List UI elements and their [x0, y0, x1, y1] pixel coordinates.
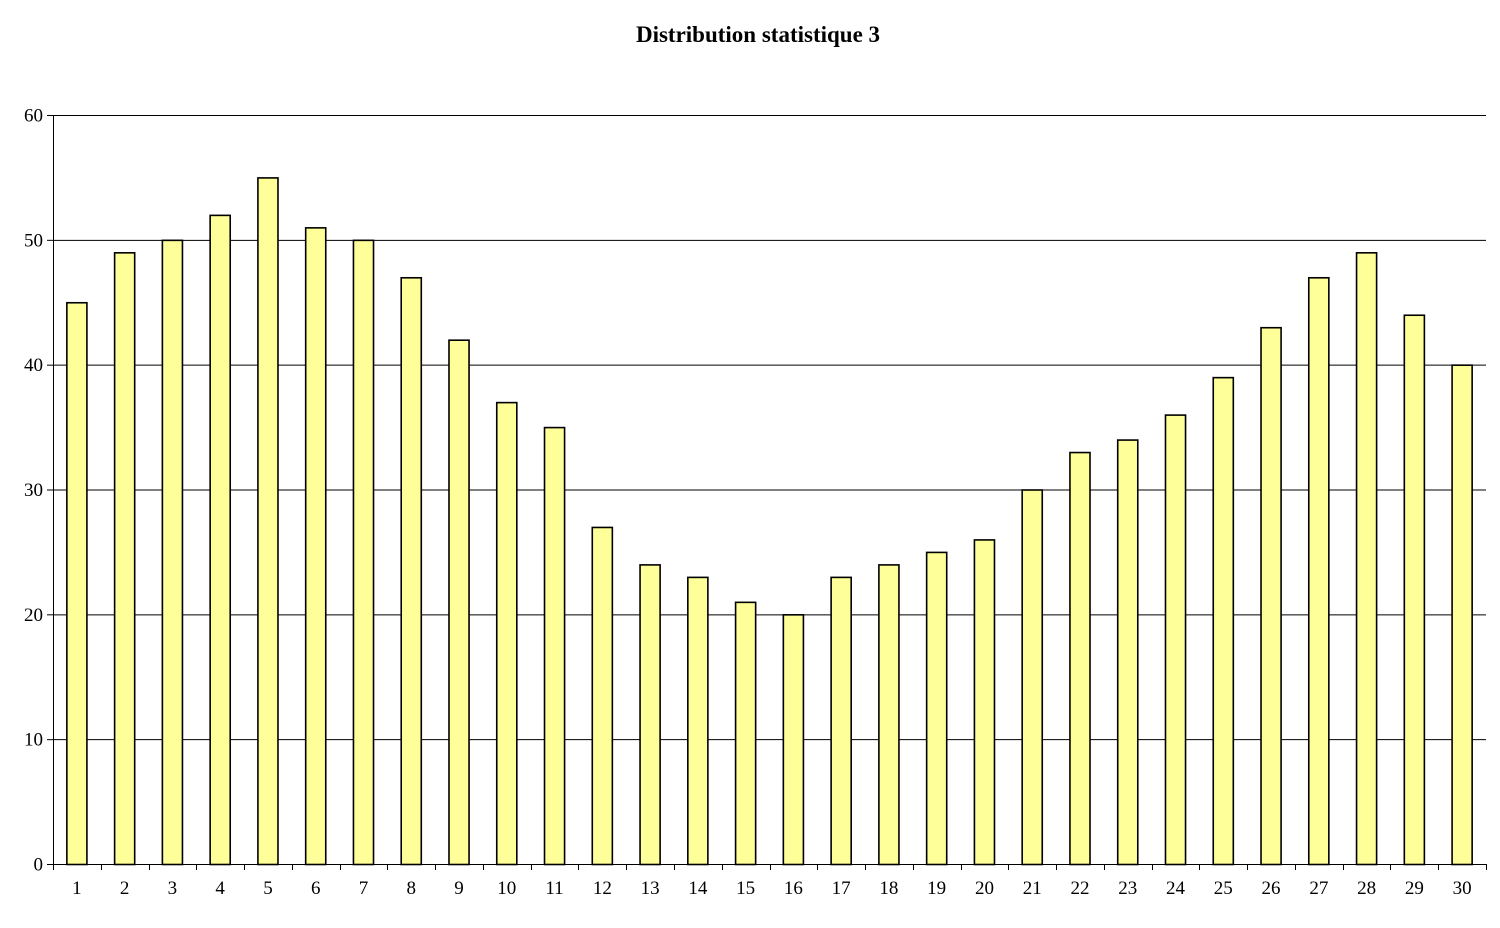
bar-8 [400, 276, 423, 866]
bar-26 [1260, 326, 1282, 866]
x-tick-label: 5 [263, 878, 273, 899]
bar-27 [1307, 276, 1330, 866]
x-tick-label: 22 [1070, 878, 1089, 899]
bar-12 [591, 526, 614, 866]
bar-24 [1164, 414, 1187, 866]
x-tick-label: 20 [975, 878, 994, 899]
bar-18 [878, 564, 900, 866]
bar-15 [734, 601, 757, 866]
x-tick-label: 8 [407, 878, 417, 899]
bar-6 [304, 227, 327, 866]
bar-2 [113, 252, 136, 866]
y-tick-label: 10 [24, 730, 43, 751]
x-tick-label: 16 [784, 878, 803, 899]
x-tick-label: 24 [1166, 878, 1186, 899]
x-tick-label: 23 [1118, 878, 1137, 899]
y-axis-ticks: 0 10 20 30 40 50 60 [24, 106, 53, 876]
x-tick-label: 4 [215, 878, 225, 899]
y-tick-label: 50 [24, 230, 43, 251]
bar-30 [1451, 364, 1473, 866]
x-axis-ticks: 1 2 3 4 5 6 7 8 9 10 11 12 13 14 15 16 17 18 19 20 21 22 23 24 2… [53, 864, 1487, 899]
x-tick-label: 30 [1453, 878, 1472, 899]
bar-10 [495, 401, 518, 866]
x-tick-label: 18 [879, 878, 898, 899]
bar-17 [830, 576, 852, 866]
x-tick-label: 14 [688, 878, 708, 899]
bar-25 [1212, 376, 1235, 866]
x-tick-label: 6 [311, 878, 321, 899]
bar-22 [1069, 451, 1091, 866]
bar-29 [1403, 314, 1426, 866]
x-tick-label: 12 [593, 878, 612, 899]
x-tick-label: 15 [736, 878, 755, 899]
bar-16 [782, 614, 805, 866]
bars [66, 177, 1473, 866]
y-tick-label: 40 [24, 355, 43, 376]
bar-3 [161, 239, 184, 866]
x-tick-label: 1 [72, 878, 82, 899]
x-tick-label: 19 [927, 878, 946, 899]
x-tick-label: 2 [120, 878, 130, 899]
bar-20 [973, 539, 996, 866]
x-tick-label: 27 [1309, 878, 1328, 899]
x-tick-label: 29 [1405, 878, 1424, 899]
x-tick-label: 11 [545, 878, 563, 899]
y-tick-label: 60 [24, 106, 43, 127]
y-tick-label: 30 [24, 480, 43, 501]
y-tick-label: 20 [24, 605, 43, 626]
bar-28 [1355, 252, 1378, 866]
x-tick-label: 7 [359, 878, 369, 899]
bar-21 [1021, 489, 1044, 866]
bar-4 [209, 214, 232, 866]
chart-title: Distribution statistique 3 [635, 22, 881, 47]
y-tick-label: 0 [34, 855, 44, 876]
x-tick-label: 26 [1262, 878, 1281, 899]
x-tick-label: 28 [1357, 878, 1376, 899]
bar-19 [925, 551, 948, 866]
x-tick-label: 25 [1214, 878, 1233, 899]
bar-23 [1116, 439, 1139, 866]
bar-14 [687, 576, 709, 866]
bar-1 [66, 301, 88, 866]
bar-11 [543, 426, 566, 866]
x-tick-label: 21 [1023, 878, 1042, 899]
x-tick-label: 3 [168, 878, 178, 899]
bar-13 [639, 564, 661, 866]
x-tick-label: 17 [832, 878, 851, 899]
gridlines [53, 115, 1486, 741]
x-tick-label: 13 [641, 878, 660, 899]
bar-5 [257, 177, 279, 866]
bar-7 [352, 239, 375, 866]
x-tick-label: 10 [497, 878, 516, 899]
x-tick-label: 9 [454, 878, 464, 899]
bar-9 [448, 339, 470, 866]
